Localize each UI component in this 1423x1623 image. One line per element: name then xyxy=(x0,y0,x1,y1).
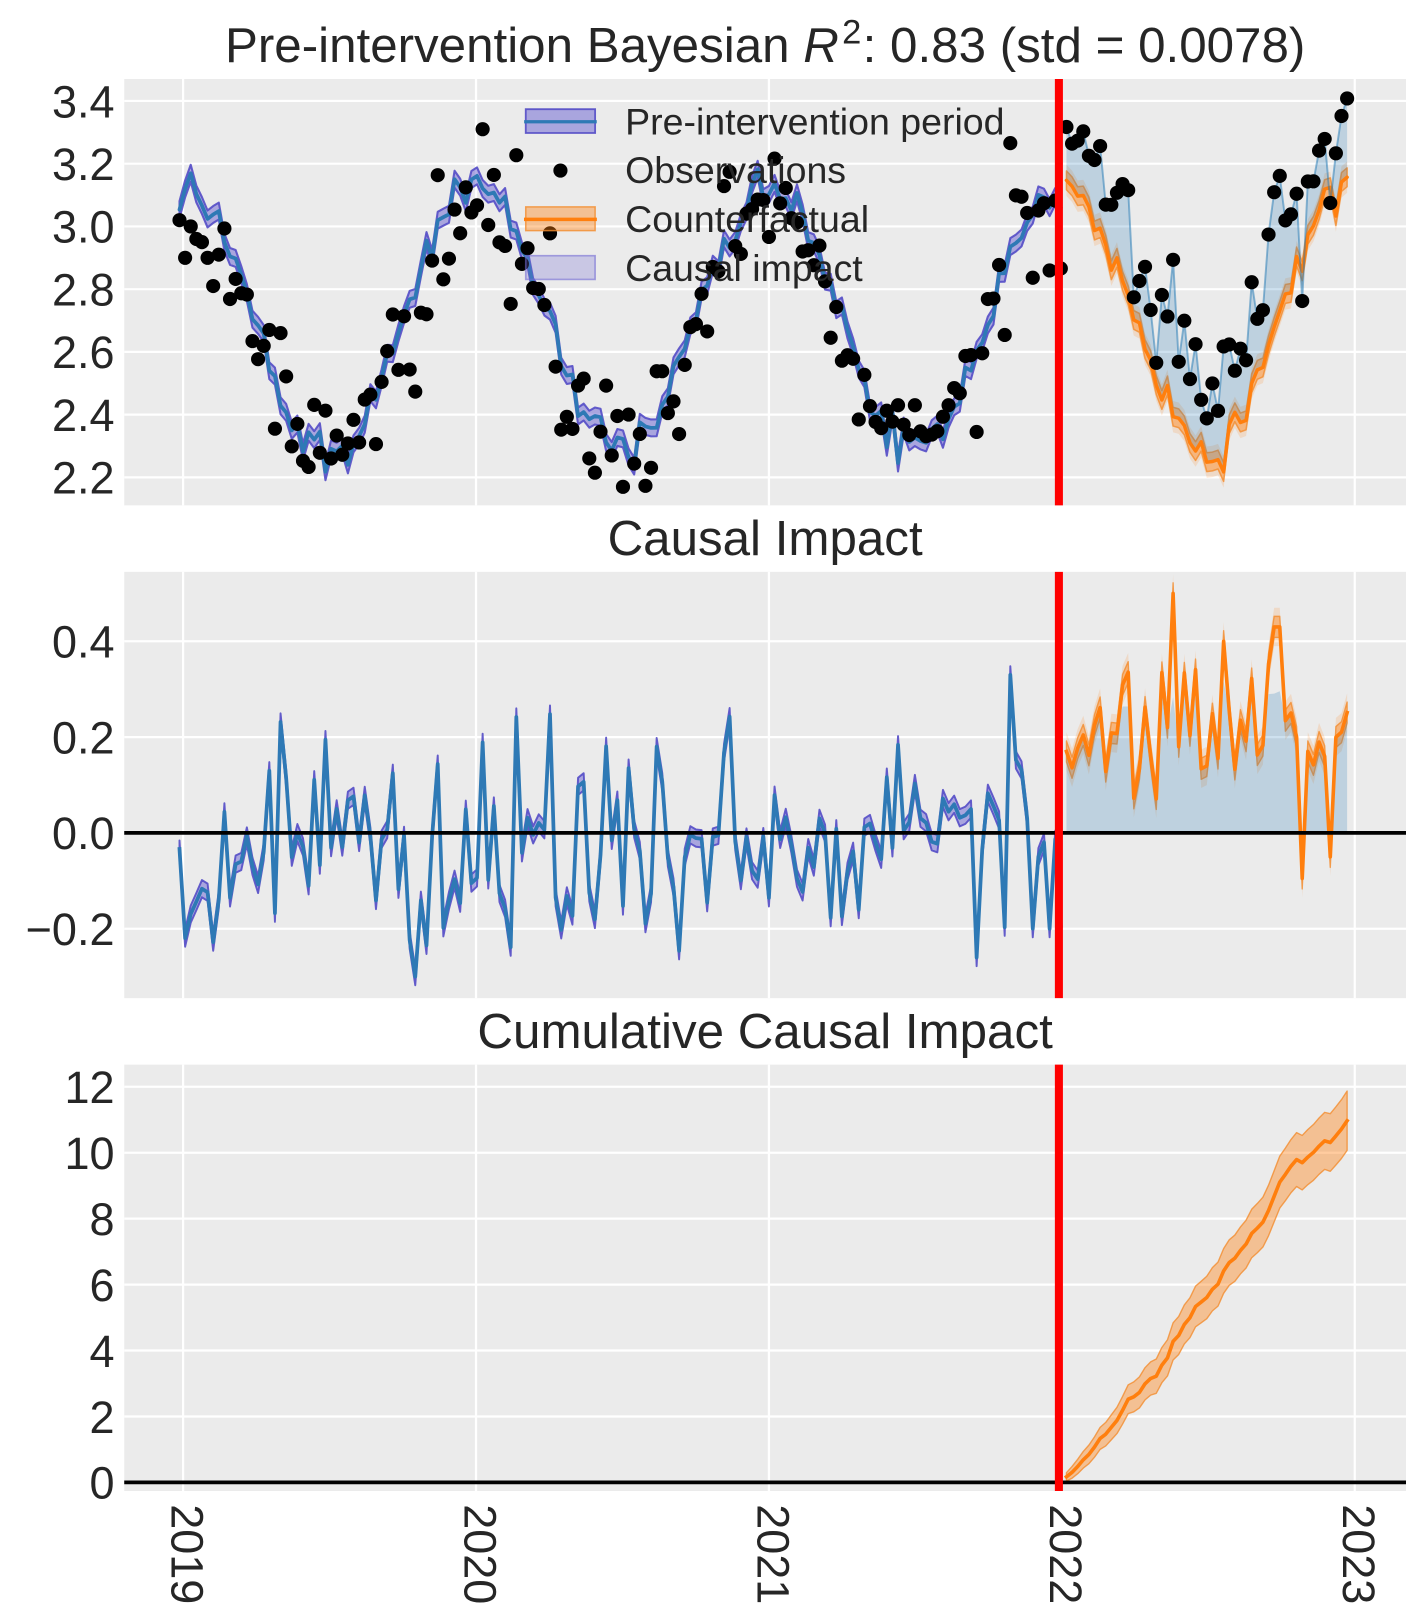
svg-text:10: 10 xyxy=(64,1128,114,1179)
svg-text:2020: 2020 xyxy=(454,1504,505,1604)
svg-text:2.4: 2.4 xyxy=(52,390,115,441)
svg-text:2.8: 2.8 xyxy=(52,264,115,315)
svg-text:Observations: Observations xyxy=(625,149,846,191)
svg-text:12: 12 xyxy=(64,1062,114,1113)
svg-text:2019: 2019 xyxy=(161,1504,212,1604)
svg-text:P r e -: P r e - i n t e r v e n t i o n B a y e … xyxy=(225,14,1312,73)
svg-text:2: 2 xyxy=(89,1392,114,1443)
svg-text:Counterfactual: Counterfactual xyxy=(625,198,869,240)
svg-text:0.2: 0.2 xyxy=(52,712,115,763)
svg-text:2022: 2022 xyxy=(1040,1504,1091,1604)
svg-text:0.0: 0.0 xyxy=(52,808,115,859)
svg-text:−0.2: −0.2 xyxy=(26,904,115,955)
svg-text:Causal Impact: Causal Impact xyxy=(608,511,923,566)
svg-text:0.4: 0.4 xyxy=(52,617,115,668)
svg-text:2023: 2023 xyxy=(1333,1504,1384,1604)
svg-text:3.2: 3.2 xyxy=(52,139,115,190)
svg-text:8: 8 xyxy=(89,1194,114,1245)
svg-text:2.2: 2.2 xyxy=(52,453,115,504)
svg-text:2021: 2021 xyxy=(747,1504,798,1604)
svg-text:6: 6 xyxy=(89,1260,114,1311)
svg-text:2.6: 2.6 xyxy=(52,327,115,378)
svg-text:3.0: 3.0 xyxy=(52,202,115,253)
svg-text:0: 0 xyxy=(89,1458,114,1509)
svg-text:Pre-intervention period: Pre-intervention period xyxy=(625,100,1004,142)
svg-text:Cumulative Causal Impact: Cumulative Causal Impact xyxy=(477,1004,1053,1059)
svg-text:4: 4 xyxy=(89,1326,114,1377)
svg-text:3.4: 3.4 xyxy=(52,76,115,127)
svg-text:Causal impact: Causal impact xyxy=(625,247,863,289)
